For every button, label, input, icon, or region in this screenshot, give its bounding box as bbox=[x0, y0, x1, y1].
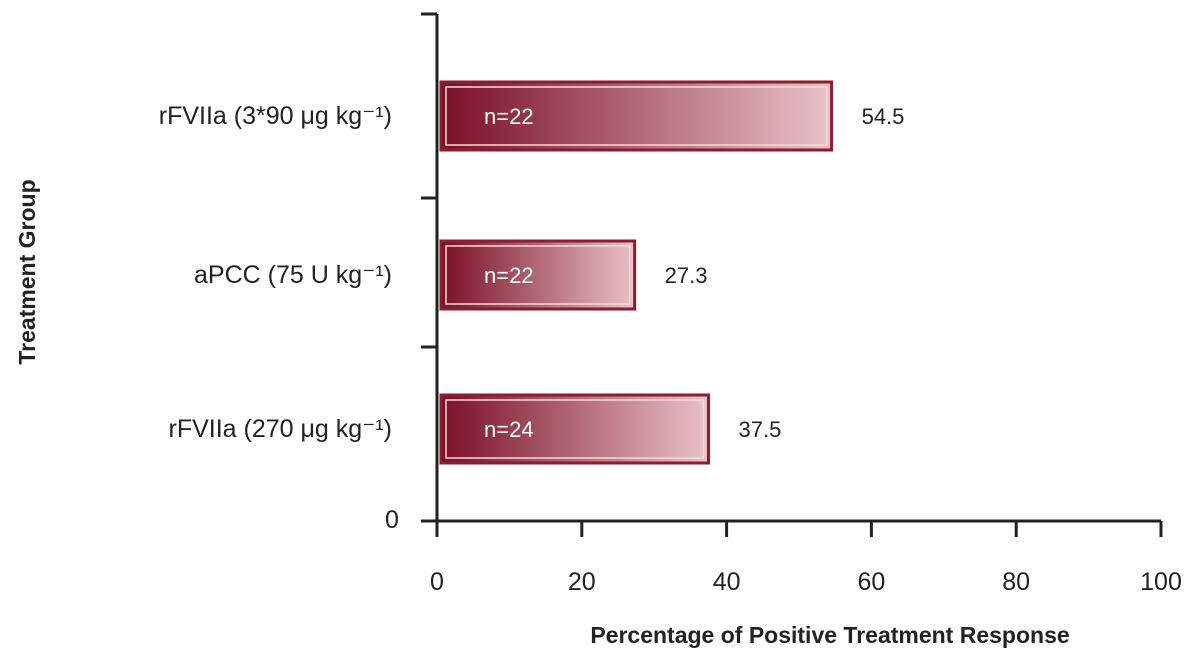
category-label: aPCC (75 U kg⁻¹) bbox=[194, 261, 392, 289]
category-labels-group: rFVIIa (3*90 μg kg⁻¹) aPCC (75 U kg⁻¹) rFV… bbox=[159, 102, 392, 443]
bar bbox=[439, 393, 710, 465]
bar-inner-frame bbox=[445, 245, 631, 305]
y-zero-tick-label: 0 bbox=[385, 506, 399, 534]
bar bbox=[439, 239, 637, 311]
category-label: rFVIIa (3*90 μg kg⁻¹) bbox=[159, 102, 392, 130]
x-tick-label: 100 bbox=[1140, 568, 1182, 596]
x-tick-label: 20 bbox=[568, 568, 596, 596]
bar-value-label: 37.5 bbox=[739, 417, 782, 442]
bar-n-label: n=22 bbox=[484, 104, 534, 129]
x-axis-title: Percentage of Positive Treatment Respons… bbox=[590, 622, 1069, 648]
axes bbox=[421, 12, 1161, 523]
bar bbox=[439, 80, 834, 152]
x-tick-label: 40 bbox=[713, 568, 741, 596]
bar-value-label: 54.5 bbox=[862, 104, 905, 129]
bar-n-label: n=24 bbox=[484, 417, 534, 442]
bar-inner-frame bbox=[445, 86, 828, 146]
x-tick-label: 80 bbox=[1002, 568, 1030, 596]
bar-value-label: 27.3 bbox=[665, 263, 708, 288]
category-label: rFVIIa (270 μg kg⁻¹) bbox=[169, 415, 393, 443]
x-tick-label: 0 bbox=[430, 568, 444, 596]
y-axis-title: Treatment Group bbox=[14, 179, 40, 364]
bar-n-label: n=22 bbox=[484, 263, 534, 288]
x-ticks-group: 0 20 40 60 80 100 bbox=[430, 521, 1182, 596]
x-tick-label: 60 bbox=[857, 568, 885, 596]
bars-group: n=22 54.5 n=22 27.3 n=24 37.5 bbox=[439, 80, 905, 465]
bar-inner-frame bbox=[445, 399, 705, 459]
